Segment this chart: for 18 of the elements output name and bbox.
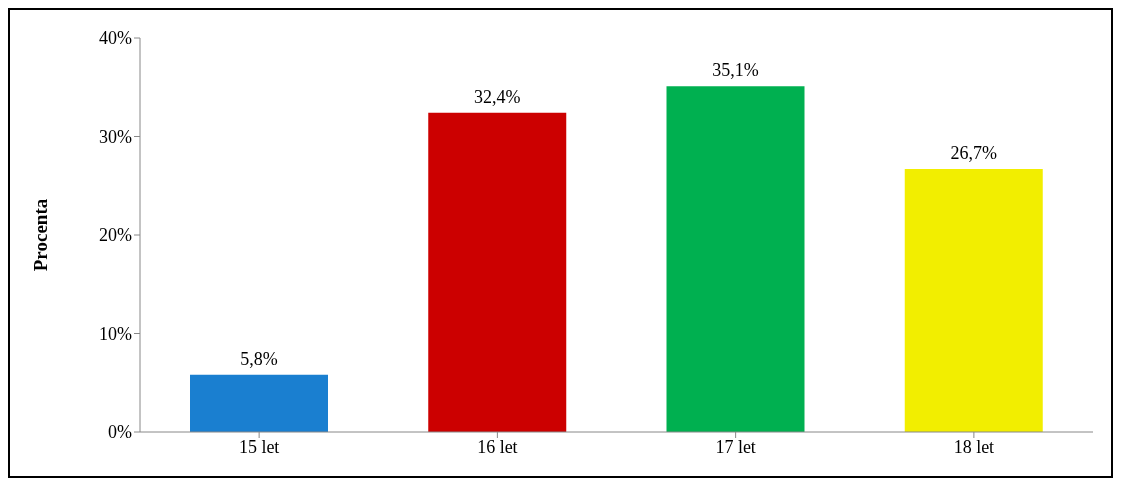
data-label: 5,8% <box>240 348 278 369</box>
bar <box>904 169 1043 432</box>
x-tick-label: 18 let <box>953 436 995 457</box>
bar <box>666 86 805 432</box>
bar <box>428 112 567 432</box>
data-label: 26,7% <box>950 143 997 164</box>
y-axis-title: Procenta <box>29 198 51 272</box>
y-tick-label: 10% <box>99 323 132 344</box>
y-tick-label: 20% <box>99 225 132 246</box>
x-tick-label: 17 let <box>715 436 756 457</box>
y-tick-label: 40% <box>99 28 132 49</box>
y-tick-label: 0% <box>108 422 132 443</box>
bar <box>190 374 328 432</box>
data-label: 35,1% <box>712 60 759 81</box>
x-tick-label: 15 let <box>238 436 280 457</box>
x-tick-label: 16 let <box>477 436 518 457</box>
data-label: 32,4% <box>474 86 521 107</box>
y-tick-label: 30% <box>99 126 132 147</box>
